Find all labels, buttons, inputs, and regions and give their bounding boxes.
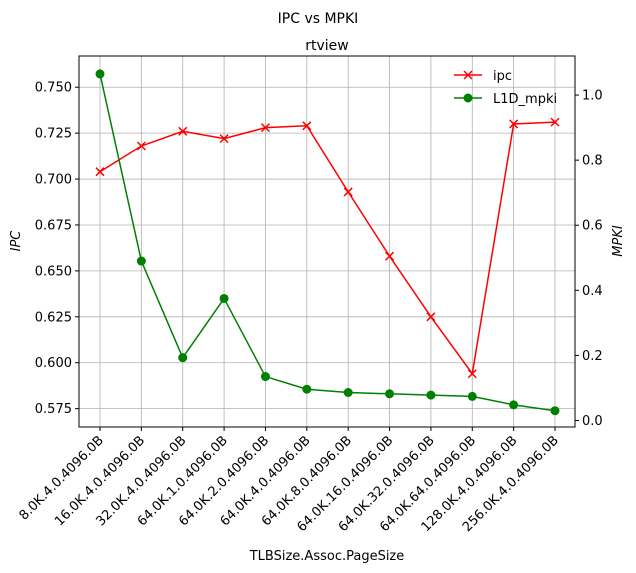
data-point-l1d-mpki (302, 384, 312, 394)
data-point-ipc (385, 251, 395, 261)
data-point-ipc (178, 126, 188, 136)
left-tick-label: 0.725 (35, 127, 72, 142)
data-point-l1d-mpki (467, 391, 477, 401)
right-tick-label: 0.6 (582, 219, 603, 234)
left-axis: 0.575 0.600 0.625 0.650 0.675 0.700 0.725 0.750 (35, 81, 79, 417)
data-point-l1d-mpki (136, 256, 146, 266)
left-tick-label: 0.650 (35, 264, 72, 279)
x-axis: 8.0K.4.0.4096.0B16.0K.4.0.4096.0B32.0K.4… (17, 427, 562, 535)
right-axis: 0.0 0.2 0.4 0.6 0.8 1.0 (575, 89, 603, 429)
legend-label-l1d-mpki: L1D_mpki (493, 92, 557, 107)
legend: ipc L1D_mpki (454, 69, 557, 107)
legend-item-l1d-mpki: L1D_mpki (454, 92, 557, 107)
left-tick-label: 0.750 (35, 81, 72, 96)
left-tick-label: 0.700 (35, 173, 72, 188)
legend-marker-l1d-mpki (463, 93, 473, 103)
data-point-ipc (467, 369, 477, 379)
series-line-ipc (99, 121, 556, 376)
series-layer (95, 69, 560, 416)
chart-suptitle: IPC vs MPKI (278, 11, 359, 27)
y-axis-label-right: MPKI (611, 225, 626, 257)
data-point-ipc (136, 141, 146, 151)
legend-item-ipc: ipc (454, 69, 512, 84)
left-tick-label: 0.600 (35, 356, 72, 371)
y-axis-label-left: IPC (9, 230, 24, 252)
right-tick-label: 0.0 (582, 414, 603, 429)
right-tick-label: 1.0 (582, 89, 603, 104)
data-point-l1d-mpki (178, 353, 188, 363)
data-point-ipc (509, 119, 519, 129)
data-point-ipc (550, 117, 560, 127)
right-tick-label: 0.4 (582, 284, 603, 299)
plot-frame (78, 55, 576, 428)
right-tick-label: 0.8 (582, 154, 603, 169)
chart-title: rtview (305, 38, 348, 54)
data-point-l1d-mpki (385, 389, 395, 399)
left-tick-label: 0.625 (35, 310, 72, 325)
grid (79, 56, 575, 427)
x-axis-label: TLBSize.Assoc.PageSize (249, 549, 405, 564)
data-point-l1d-mpki (509, 400, 519, 410)
data-point-ipc (343, 187, 353, 197)
data-point-l1d-mpki (343, 388, 353, 398)
data-point-l1d-mpki (426, 390, 436, 400)
data-point-l1d-mpki (260, 372, 270, 382)
data-point-ipc (95, 167, 105, 177)
series-line-l1d-mpki (99, 73, 556, 412)
data-point-ipc (219, 134, 229, 144)
data-point-ipc (302, 121, 312, 131)
legend-marker-ipc (463, 70, 473, 80)
data-point-ipc (426, 312, 436, 322)
data-point-l1d-mpki (219, 293, 229, 303)
left-tick-label: 0.575 (35, 402, 72, 417)
legend-label-ipc: ipc (493, 69, 512, 84)
left-tick-label: 0.675 (35, 218, 72, 233)
data-point-l1d-mpki (550, 406, 560, 416)
right-tick-label: 0.2 (582, 349, 603, 364)
data-point-ipc (260, 123, 270, 133)
data-point-l1d-mpki (95, 69, 105, 79)
